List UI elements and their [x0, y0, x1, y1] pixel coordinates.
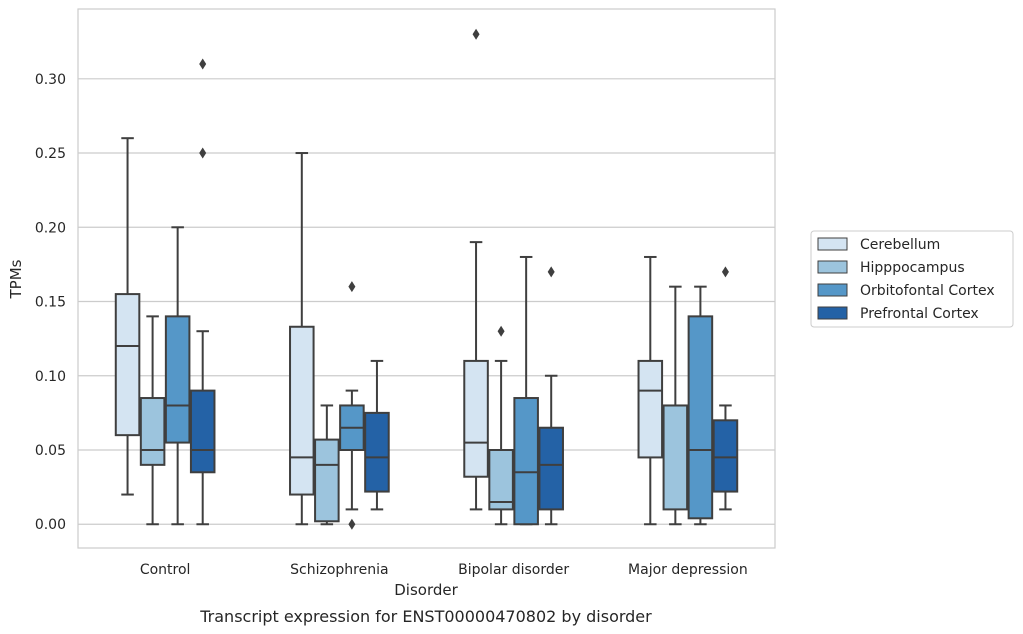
- box-3-2: [687, 285, 714, 526]
- iqr-box: [637, 359, 664, 459]
- iqr-box: [164, 315, 191, 444]
- outlier-point: [547, 266, 555, 278]
- box-3-0: [637, 255, 664, 526]
- outlier-point: [721, 266, 729, 278]
- box-2-2: [513, 255, 539, 526]
- x-tick-label: Control: [140, 562, 191, 578]
- iqr-box: [538, 426, 564, 511]
- legend-entry-label: Orbitofontal Cortex: [860, 283, 995, 299]
- outlier-point: [497, 325, 505, 337]
- box-2-1: [488, 325, 514, 526]
- box-2-0: [463, 28, 489, 511]
- x-tick-labels: Control Schizophrenia Bipolar disorder Majo…: [140, 562, 748, 578]
- box-1-0: [289, 152, 315, 526]
- y-tick-label: 0.30: [35, 72, 66, 88]
- iqr-box: [662, 404, 689, 511]
- y-tick-labels: 0.00 0.05 0.10 0.15 0.20 0.25 0.30: [35, 72, 66, 533]
- iqr-box: [463, 359, 489, 478]
- x-tick-label: Schizophrenia: [290, 562, 388, 578]
- legend-entry-label: Prefrontal Cortex: [860, 306, 979, 322]
- box-2-3: [538, 266, 564, 526]
- box-3-1: [662, 285, 689, 526]
- legend-frame: [810, 230, 1014, 328]
- iqr-box: [139, 397, 166, 466]
- outlier-point: [199, 147, 207, 159]
- outlier-point: [348, 518, 356, 530]
- box-1-2: [339, 281, 365, 530]
- box-0-0: [114, 137, 141, 496]
- chart-caption: Transcript expression for ENST0000047080…: [199, 607, 652, 626]
- box-0-1: [139, 315, 166, 526]
- iqr-box: [289, 325, 315, 496]
- x-tick-label: Major depression: [628, 562, 748, 578]
- iqr-box: [314, 438, 340, 523]
- plot-frame: [77, 8, 776, 549]
- iqr-box: [712, 419, 739, 493]
- legend-swatch: [817, 306, 848, 320]
- legend-swatch: [817, 237, 848, 251]
- y-tick-label: 0.10: [35, 369, 66, 385]
- y-tick-label: 0.00: [35, 517, 66, 533]
- y-tick-label: 0.15: [35, 295, 66, 311]
- iqr-box: [687, 315, 714, 520]
- x-tick-label: Bipolar disorder: [458, 562, 569, 578]
- outlier-point: [199, 58, 207, 70]
- legend-entry-label: Hipppocampus: [860, 260, 965, 276]
- legend-swatch: [817, 260, 848, 274]
- y-axis-label: TPMs: [7, 259, 25, 299]
- x-axis-label: Disorder: [394, 581, 458, 599]
- iqr-box: [114, 293, 141, 437]
- box-1-3: [364, 359, 390, 511]
- outlier-point: [348, 281, 356, 293]
- iqr-box: [488, 449, 514, 511]
- iqr-box: [189, 389, 216, 474]
- y-tick-label: 0.25: [35, 146, 66, 162]
- box-groups: [114, 28, 739, 530]
- outlier-point: [472, 28, 480, 40]
- legend: Cerebellum Hipppocampus Orbitofontal Corte…: [810, 230, 1014, 328]
- box-0-3: [189, 58, 216, 526]
- legend-entry-label: Cerebellum: [860, 237, 940, 253]
- iqr-box: [513, 397, 539, 526]
- y-tick-label: 0.05: [35, 443, 66, 459]
- legend-swatch: [817, 283, 848, 297]
- box-3-3: [712, 266, 739, 511]
- y-tick-label: 0.20: [35, 220, 66, 236]
- box-0-2: [164, 226, 191, 526]
- iqr-box: [364, 411, 390, 493]
- box-1-1: [314, 404, 340, 526]
